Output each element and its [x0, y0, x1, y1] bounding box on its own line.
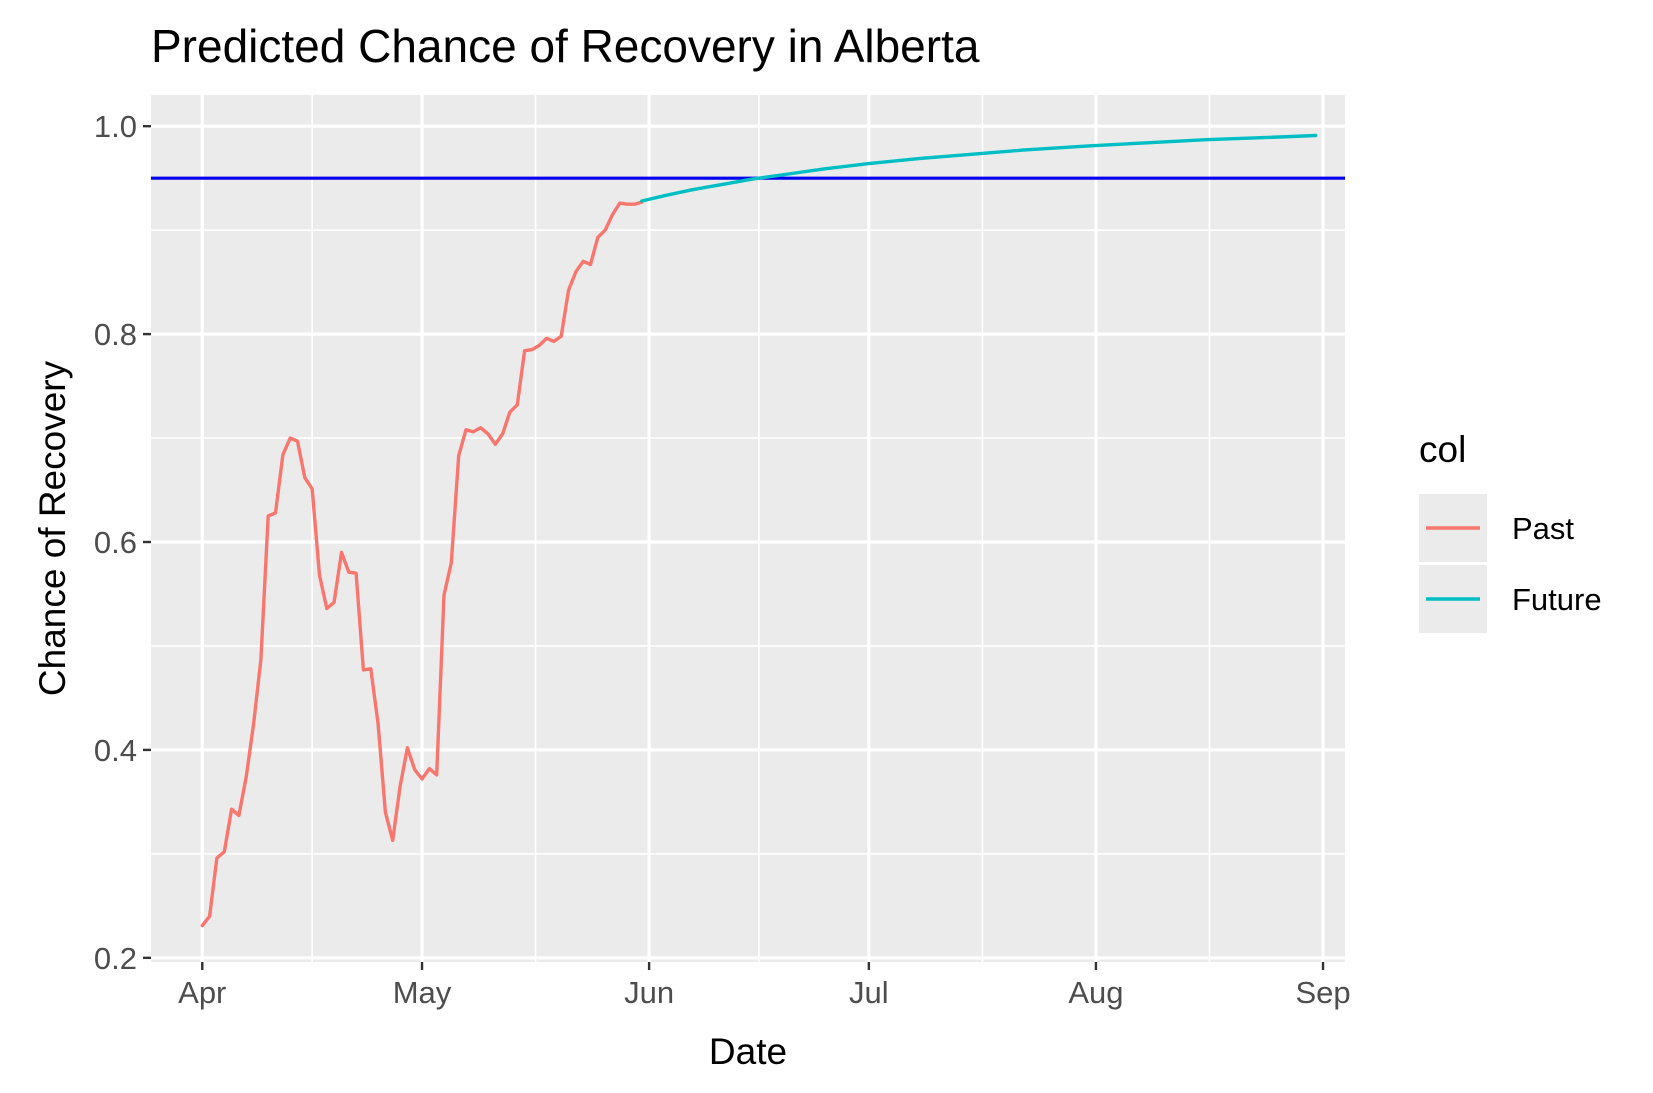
- legend-label-future: Future: [1512, 582, 1602, 617]
- grid-major: [151, 95, 1345, 962]
- y-axis: 0.2 0.4 0.6 0.8 1.0: [94, 109, 151, 976]
- series-layer: [200, 133, 1318, 928]
- y-tick-label: 0.4: [94, 733, 137, 768]
- x-axis-title: Date: [709, 1031, 787, 1072]
- x-tick-label: Jun: [624, 975, 674, 1010]
- x-tick-label: Jul: [849, 975, 889, 1010]
- chart-title: Predicted Chance of Recovery in Alberta: [151, 20, 980, 72]
- y-axis-title: Chance of Recovery: [32, 360, 73, 696]
- x-tick-label: Sep: [1295, 975, 1350, 1010]
- series-line-future: [640, 133, 1318, 203]
- x-axis: Apr May Jun Jul Aug Sep: [178, 962, 1351, 1010]
- x-tick-label: May: [393, 975, 452, 1010]
- grid-minor: [151, 95, 1345, 962]
- y-tick-label: 0.6: [94, 525, 137, 560]
- y-tick-label: 0.8: [94, 317, 137, 352]
- y-tick-label: 1.0: [94, 109, 137, 144]
- series-line-past: [200, 200, 644, 928]
- legend: col Past Future: [1419, 429, 1602, 633]
- legend-label-past: Past: [1512, 511, 1574, 546]
- legend-title: col: [1419, 429, 1466, 470]
- x-tick-label: Apr: [178, 975, 226, 1010]
- plot-panel: [151, 95, 1345, 962]
- y-tick-label: 0.2: [94, 941, 137, 976]
- x-tick-label: Aug: [1068, 975, 1123, 1010]
